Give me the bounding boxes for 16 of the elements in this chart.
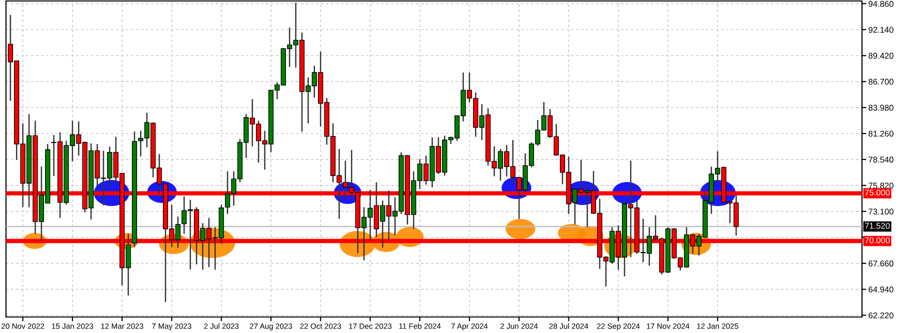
ref-line-label: 70.000 xyxy=(864,237,890,244)
candlestick xyxy=(224,170,230,215)
y-tick-label: 92.140 xyxy=(868,26,894,33)
ref-line-label: 75.000 xyxy=(864,190,890,196)
y-tick-label: 86.700 xyxy=(868,78,894,85)
y-tick-label: 75.820 xyxy=(868,182,894,189)
y-tick-label: 78.540 xyxy=(868,156,894,163)
y-tick-label: 62.220 xyxy=(868,312,894,318)
y-tick-label: 83.980 xyxy=(868,104,894,111)
y-tick-label: 94.860 xyxy=(868,0,894,7)
y-tick-label: 67.660 xyxy=(868,260,894,266)
y-tick-label: 73.100 xyxy=(868,208,894,215)
ref-line-label: 71.520 xyxy=(864,222,890,229)
y-tick-label: 89.420 xyxy=(868,52,894,59)
y-tick-label: 64.940 xyxy=(868,286,894,292)
y-tick-label: 81.260 xyxy=(868,130,894,137)
